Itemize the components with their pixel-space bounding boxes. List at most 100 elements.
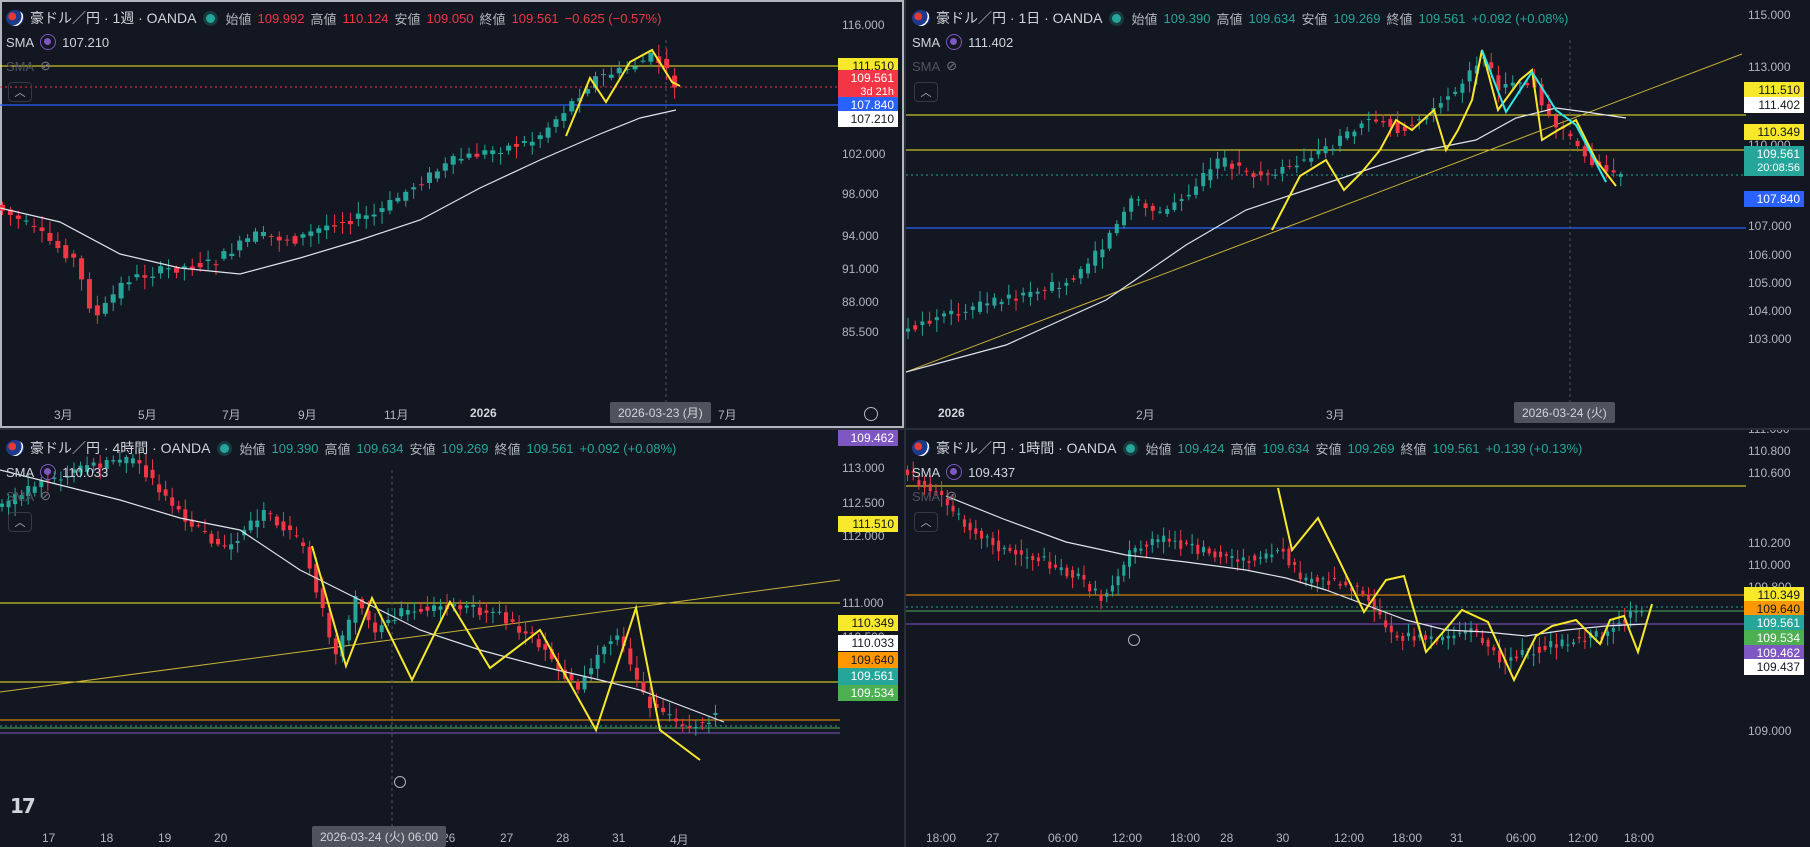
collapse-legend-button[interactable]: ︿ [914,512,938,532]
price-tag: 110.033 [838,635,898,651]
candle-body [1498,650,1501,663]
chart-panel-daily[interactable]: 豪ドル／円 · 1日 · OANDA 始値 109.390 高値 109.634 安… [906,0,1810,428]
sma-hidden-indicator-legend[interactable]: SMA ⊘ [6,488,51,504]
candle-body [166,268,172,270]
price-tag: 107.840 [838,97,898,113]
candle-body [137,459,142,464]
change-value: +0.139 (+0.13%) [1485,440,1583,456]
gear-icon[interactable] [864,407,878,421]
collapse-legend-button[interactable]: ︿ [914,82,938,102]
4h-chart-canvas[interactable] [0,430,904,847]
low-label: 安値 [1301,11,1328,27]
alarm-clock-icon[interactable] [394,776,406,788]
candle-body [1577,636,1581,639]
time-tick-label: 06:00 [1048,831,1079,845]
candle-body [1321,578,1325,580]
chart-panel-weekly[interactable]: 豪ドル／円 · 1週 · OANDA 始値 109.992 高値 110.124 安… [0,0,904,428]
sma-indicator-legend[interactable]: SMA 107.210 [6,34,109,50]
time-tick-label: 28 [1220,831,1234,845]
eye-hidden-icon[interactable]: ⊘ [40,488,52,503]
candle-body [294,535,299,537]
chevron-up-icon: ︿ [14,517,26,529]
sma-hidden-indicator-legend[interactable]: SMA ⊘ [912,58,957,74]
price-tag-value: 109.561 [1756,147,1800,161]
sma-indicator-legend[interactable]: SMA 110.033 [6,464,108,480]
candle-body [482,150,488,155]
candle-body [1156,539,1160,543]
time-tick-label: 27 [500,831,514,845]
candle-body [1384,620,1388,628]
daily-chart-canvas[interactable] [906,0,1810,428]
indicator-settings-icon[interactable] [946,34,963,50]
candle-body [1071,278,1076,280]
time-tick-label: 12:00 [1568,831,1599,845]
candle-body [6,500,11,508]
chevron-up-icon: ︿ [920,87,932,99]
price-tick-label: 112.000 [842,529,885,543]
price-tick-label: 107.000 [1748,219,1792,233]
candle-body [438,606,443,610]
candle-body [1202,546,1205,553]
sma-name: SMA [912,58,941,74]
price-tag-value: 109.561 [850,669,894,683]
sma-line [945,495,1647,637]
collapse-legend-button[interactable]: ︿ [8,512,32,532]
panel-divider-horizontal[interactable] [0,428,1810,430]
eye-hidden-icon[interactable]: ⊘ [946,58,958,73]
weekly-candles [0,44,678,324]
price-tag-value: 110.349 [1757,588,1801,602]
panel-divider-vertical[interactable] [904,0,906,847]
price-tick-label: 110.000 [1748,558,1791,572]
candle-body [917,480,921,487]
eye-hidden-icon[interactable]: ⊘ [40,58,52,73]
candle-body [386,619,391,623]
indicator-settings-icon[interactable] [40,464,57,480]
candle-body [589,668,594,675]
sma-hidden-indicator-legend[interactable]: SMA ⊘ [6,58,51,74]
price-tick-label: 111.000 [1748,430,1790,436]
candle-body [274,516,279,526]
symbol-title[interactable]: 豪ドル／円 · 1週 · OANDA [30,10,197,26]
symbol-title[interactable]: 豪ドル／円 · 4時間 · OANDA [30,440,211,456]
high-label: 高値 [324,441,351,457]
1h-chart-canvas[interactable] [906,430,1810,847]
low-label: 安値 [1315,441,1342,457]
collapse-legend-button[interactable]: ︿ [8,82,32,102]
candle-body [320,588,325,609]
candle-body [458,158,464,161]
candle-body [1463,631,1467,634]
candle-body [1572,642,1575,645]
candle-body [213,264,219,266]
candle-body [1582,146,1587,157]
candle-body [209,533,214,544]
chart-panel-4h[interactable]: 豪ドル／円 · 4時間 · OANDA 始値 109.390 高値 109.634 … [0,430,904,847]
price-tag: 111.510 [1744,82,1804,98]
candle-body [23,220,29,222]
candle-body [0,204,5,211]
indicator-settings-icon[interactable] [946,464,963,480]
chart-panel-1h[interactable]: 豪ドル／円 · 1時間 · OANDA 始値 109.424 高値 109.634 … [906,430,1810,847]
eye-hidden-icon[interactable]: ⊘ [946,488,958,503]
weekly-chart-canvas[interactable] [0,0,904,428]
candle-body [1002,547,1006,550]
sma-indicator-legend[interactable]: SMA 111.402 [912,34,1013,50]
symbol-title[interactable]: 豪ドル／円 · 1日 · OANDA [936,10,1103,26]
candle-body [363,215,369,219]
candle-body [1355,585,1359,587]
symbol-title[interactable]: 豪ドル／円 · 1時間 · OANDA [936,440,1117,456]
candle-body [693,727,698,729]
tradingview-logo[interactable]: 17 [10,794,36,818]
candle-body [104,460,109,469]
candle-body [1059,567,1063,570]
indicator-settings-icon[interactable] [40,34,57,50]
price-tick-label: 85.500 [842,325,879,339]
time-tick-label: 9月 [298,408,317,422]
crosshair-date-label: 2026-03-24 (火) 06:00 [312,826,447,847]
sma-indicator-legend[interactable]: SMA 109.437 [912,464,1015,480]
sma-hidden-indicator-legend[interactable]: SMA ⊘ [912,488,957,504]
candle-body [582,676,587,690]
sma-name: SMA [6,488,35,504]
alarm-clock-icon[interactable] [1128,634,1140,646]
candle-body [1194,186,1198,195]
price-tag: 111.510 [838,516,898,532]
